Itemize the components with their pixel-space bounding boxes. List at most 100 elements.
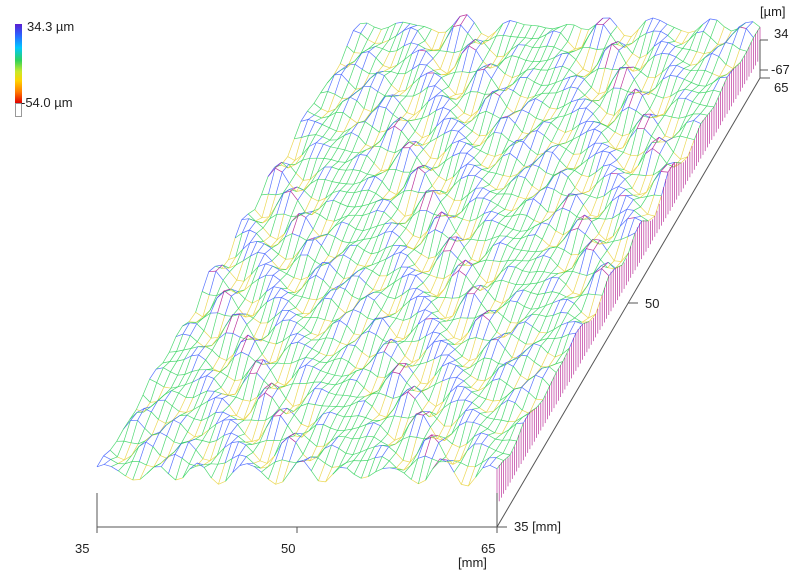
wire-segment: [296, 314, 303, 315]
wire-segment: [583, 194, 590, 196]
wire-segment: [522, 410, 529, 413]
wire-segment: [575, 175, 582, 188]
wire-segment: [480, 418, 487, 425]
wire-segment: [386, 396, 393, 399]
wire-segment: [463, 203, 470, 220]
wire-segment: [307, 103, 314, 111]
wire-segment: [481, 429, 488, 433]
wire-segment: [449, 363, 456, 366]
wire-segment: [356, 216, 363, 230]
wire-segment: [549, 68, 556, 86]
wire-segment: [369, 46, 376, 51]
wire-segment: [180, 415, 187, 423]
wire-segment: [444, 403, 451, 426]
wire-segment: [635, 216, 642, 217]
wire-segment: [247, 464, 254, 467]
wire-segment: [343, 255, 350, 259]
wire-segment: [515, 261, 522, 267]
wire-segment: [497, 35, 504, 57]
wire-segment: [558, 266, 565, 272]
wire-segment: [479, 111, 486, 136]
wire-segment: [447, 195, 454, 200]
wire-segment: [266, 266, 273, 275]
wire-segment: [577, 205, 584, 217]
wire-segment: [403, 460, 410, 462]
wire-segment: [396, 170, 403, 173]
wire-segment: [261, 177, 268, 195]
wire-segment: [494, 405, 501, 419]
wire-segment: [253, 452, 260, 460]
wire-segment: [364, 238, 371, 239]
wire-segment: [556, 208, 563, 231]
wire-segment: [196, 292, 203, 313]
wire-segment: [288, 415, 295, 426]
wire-segment: [511, 37, 518, 38]
wire-segment: [418, 41, 425, 45]
wire-segment: [298, 191, 305, 201]
wire-segment: [401, 252, 408, 255]
wire-segment: [615, 132, 622, 136]
wire-segment: [265, 264, 272, 266]
wire-segment: [613, 70, 620, 80]
wire-segment: [417, 437, 424, 438]
wire-segment: [683, 49, 690, 50]
wire-segment: [354, 474, 361, 478]
wire-segment: [601, 251, 608, 260]
wire-segment: [508, 260, 515, 266]
wire-segment: [353, 31, 360, 34]
wire-segment: [389, 170, 396, 191]
wire-segment: [171, 372, 178, 375]
wire-segment: [509, 282, 516, 284]
wire-segment: [421, 254, 428, 258]
wire-segment: [503, 175, 510, 176]
wire-segment: [309, 122, 316, 136]
wire-segment: [667, 152, 674, 163]
wire-segment: [717, 20, 724, 27]
wire-segment: [117, 457, 124, 460]
wire-segment: [317, 425, 324, 447]
wire-segment: [648, 195, 655, 214]
wire-segment: [131, 420, 138, 443]
wire-segment: [304, 328, 311, 334]
wire-segment: [369, 335, 376, 358]
wire-segment: [639, 21, 646, 30]
wire-segment: [670, 75, 677, 76]
wire-segment: [323, 140, 330, 144]
wire-segment: [296, 297, 303, 308]
wire-segment: [498, 214, 505, 217]
wire-segment: [418, 31, 425, 41]
wire-segment: [286, 259, 293, 260]
wire-segment: [527, 344, 534, 356]
wire-segment: [339, 162, 346, 169]
wire-segment: [133, 462, 140, 480]
wire-segment: [629, 107, 636, 111]
wire-segment: [265, 254, 272, 261]
wire-segment: [540, 46, 547, 47]
wire-segment: [676, 49, 683, 57]
wire-segment: [367, 23, 374, 27]
wire-segment: [608, 127, 615, 132]
wire-segment: [567, 297, 574, 298]
wire-segment: [379, 396, 386, 415]
wire-segment: [413, 373, 420, 383]
wire-segment: [429, 384, 436, 401]
wire-segment: [432, 176, 439, 186]
wire-segment: [471, 380, 478, 388]
wire-segment: [549, 224, 556, 231]
wire-segment: [659, 142, 666, 143]
wire-segment: [247, 318, 254, 324]
wire-segment: [459, 131, 466, 138]
wire-segment: [345, 150, 352, 152]
wire-segment: [440, 52, 447, 70]
wire-segment: [561, 177, 568, 194]
wire-segment: [353, 310, 360, 313]
wire-segment: [668, 35, 675, 41]
wire-segment: [299, 218, 306, 237]
wire-segment: [427, 191, 434, 211]
wire-segment: [471, 387, 478, 390]
wire-segment: [206, 369, 213, 370]
wire-segment: [567, 293, 574, 297]
wire-segment: [446, 444, 453, 457]
wire-segment: [233, 314, 240, 334]
wire-segment: [357, 388, 364, 398]
